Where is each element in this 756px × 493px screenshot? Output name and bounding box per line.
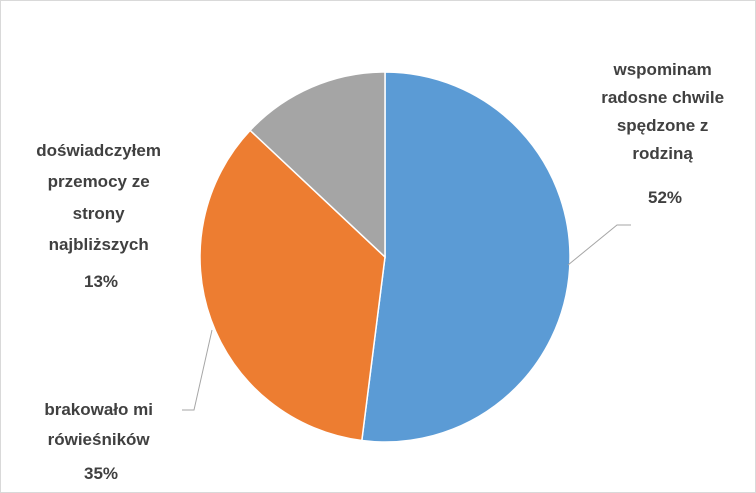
data-label-line: spędzone z xyxy=(617,116,709,135)
data-label-slice-3: doświadczyłem przemocy ze strony najbliż… xyxy=(36,141,165,291)
pie-slice-3 xyxy=(249,71,386,259)
pie-slice-2 xyxy=(199,129,386,442)
data-label-line: rodziną xyxy=(632,144,693,163)
data-label-slice-1: wspominam radosne chwile spędzone z rodz… xyxy=(601,60,729,207)
data-label-value: 13% xyxy=(84,272,118,291)
leader-line-slice-1 xyxy=(567,224,631,266)
pie-slice-1 xyxy=(360,71,571,443)
data-label-line: radosne chwile xyxy=(601,88,724,107)
data-label-line: strony xyxy=(73,204,126,223)
data-label-line: doświadczyłem xyxy=(36,141,161,160)
leader-line-slice-2 xyxy=(182,329,213,411)
data-label-value: 52% xyxy=(648,188,682,207)
data-label-line: najbliższych xyxy=(49,235,149,254)
pie-slices xyxy=(199,71,571,443)
data-label-line: wspominam xyxy=(613,60,712,79)
data-label-line: przemocy ze xyxy=(48,172,150,191)
data-label-slice-2: brakowało mi rówieśników 35% xyxy=(44,400,157,483)
data-label-line: rówieśników xyxy=(48,430,151,449)
leader-lines xyxy=(182,224,631,411)
data-label-line: brakowało mi xyxy=(44,400,153,419)
data-label-value: 35% xyxy=(84,464,118,483)
